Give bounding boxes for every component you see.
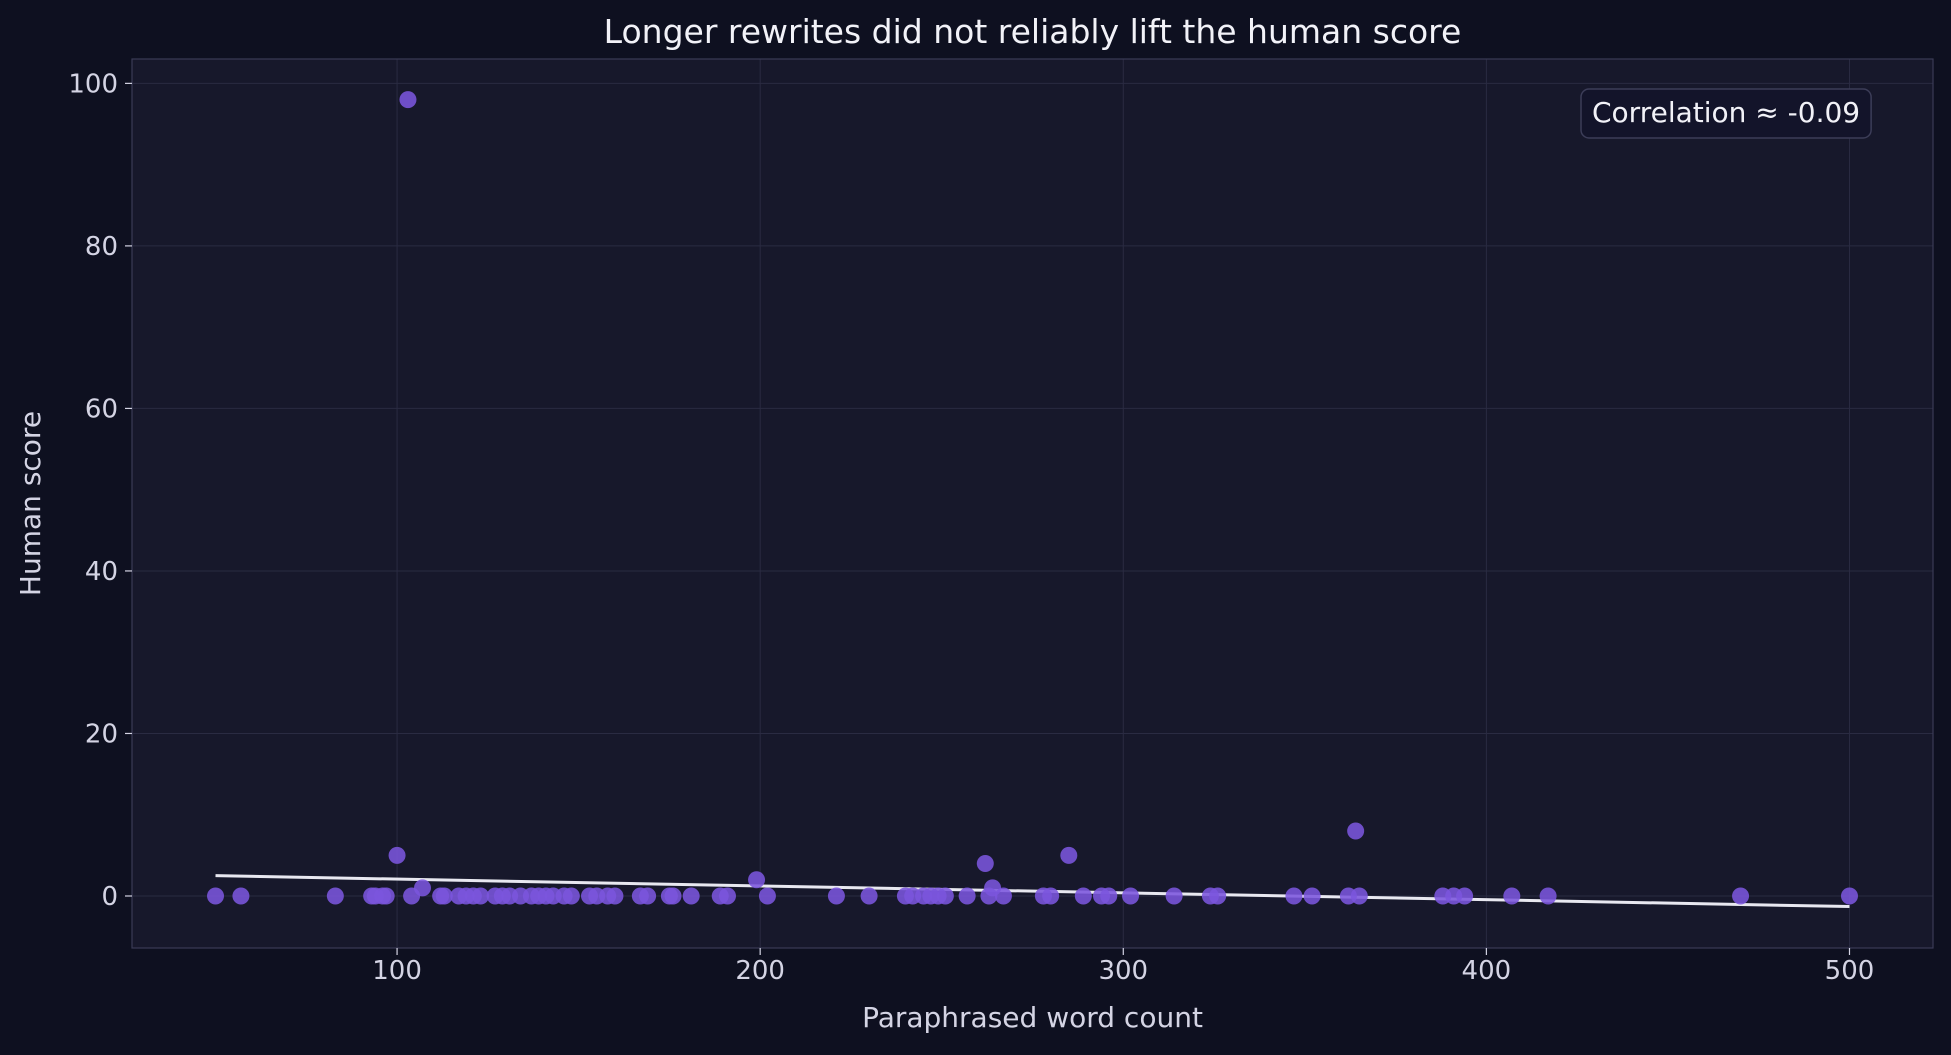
scatter-point: [562, 887, 580, 905]
scatter-point: [472, 887, 490, 905]
x-tick-label: 400: [1462, 956, 1512, 986]
chart-title: Longer rewrites did not reliably lift th…: [604, 12, 1462, 51]
trendline-group: [215, 874, 1850, 909]
plot-area: [132, 59, 1933, 948]
y-tick-label: 60: [85, 394, 118, 424]
scatter-point: [718, 887, 736, 905]
scatter-point: [994, 887, 1012, 905]
scatter-point: [399, 91, 417, 109]
x-tick-label: 100: [372, 956, 422, 986]
scatter-point: [1539, 887, 1557, 905]
data-points: [207, 91, 1858, 905]
y-tick-label: 80: [85, 232, 118, 262]
scatter-point: [388, 846, 406, 864]
annotation-text: Correlation ≈ -0.09: [1592, 96, 1860, 129]
scatter-point: [435, 887, 453, 905]
scatter-point: [207, 887, 225, 905]
correlation-annotation: Correlation ≈ -0.09: [1580, 88, 1872, 139]
axes: 100 200 300 400 500 0 20 40 60 80 100: [68, 58, 1934, 986]
scatter-point: [682, 887, 700, 905]
scatter-point: [1122, 887, 1140, 905]
scatter-point: [413, 879, 431, 897]
scatter-point: [1732, 887, 1750, 905]
scatter-point: [1209, 887, 1227, 905]
scatter-point: [936, 887, 954, 905]
x-tick-label: 300: [1098, 956, 1148, 986]
plot-frame: [131, 58, 1934, 949]
y-tick-label: 40: [85, 557, 118, 587]
scatter-point: [1350, 887, 1368, 905]
trendline: [215, 874, 1850, 909]
scatter-point: [1303, 887, 1321, 905]
scatter-point: [326, 887, 344, 905]
scatter-point: [232, 887, 250, 905]
scatter-point: [1060, 846, 1078, 864]
scatter-point: [1042, 887, 1060, 905]
scatter-point: [1074, 887, 1092, 905]
scatter-point: [377, 887, 395, 905]
y-tick-label: 20: [85, 719, 118, 749]
y-tick-label: 0: [101, 882, 118, 912]
scatter-point: [664, 887, 682, 905]
scatter-point: [606, 887, 624, 905]
x-tick-label: 200: [735, 956, 785, 986]
scatter-point: [1840, 887, 1858, 905]
x-axis-label: Paraphrased word count: [862, 1001, 1203, 1034]
scatter-point: [827, 887, 845, 905]
scatter-point: [1165, 887, 1183, 905]
x-tick-label: 500: [1825, 956, 1875, 986]
scatter-point: [758, 887, 776, 905]
y-tick-label: 100: [68, 69, 118, 99]
scatter-point: [860, 887, 878, 905]
scatter-point: [976, 854, 994, 872]
y-axis-label: Human score: [14, 411, 47, 596]
scatter-point: [1456, 887, 1474, 905]
scatter-point: [958, 887, 976, 905]
scatter-point: [1100, 887, 1118, 905]
scatter-point: [748, 871, 766, 889]
scatter-point: [639, 887, 657, 905]
scatter-point: [1347, 822, 1365, 840]
scatter-point: [1503, 887, 1521, 905]
annotation-box: [1580, 88, 1872, 139]
scatter-point: [1285, 887, 1303, 905]
